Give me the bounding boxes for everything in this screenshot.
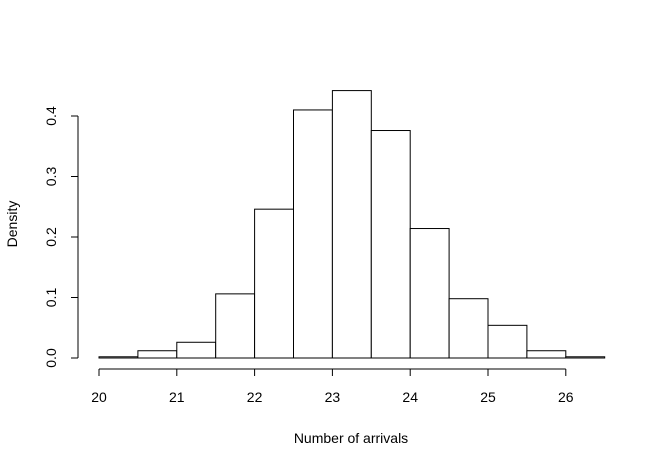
x-tick-label: 22 xyxy=(247,389,263,405)
x-tick-label: 20 xyxy=(91,389,107,405)
histogram-bar xyxy=(176,341,217,359)
x-tick-label: 24 xyxy=(402,389,418,405)
y-tick-label: 0.3 xyxy=(43,167,59,187)
histogram-bar xyxy=(487,324,528,359)
y-tick-label: 0.4 xyxy=(43,106,59,126)
x-axis-title: Number of arrivals xyxy=(294,430,408,446)
y-tick-label: 0.2 xyxy=(43,227,59,247)
x-tick-label: 21 xyxy=(169,389,185,405)
histogram-bar xyxy=(409,228,450,359)
histogram-bar xyxy=(137,350,178,359)
histogram-bar xyxy=(370,130,411,359)
histogram-bar xyxy=(331,90,372,359)
y-axis-title: Density xyxy=(4,201,20,248)
y-tick-label: 0.0 xyxy=(43,348,59,368)
histogram-bar xyxy=(254,208,295,359)
x-tick-label: 25 xyxy=(480,389,496,405)
x-axis: 20 21 22 23 24 25 26 xyxy=(91,368,574,405)
y-tick-label: 0.1 xyxy=(43,288,59,308)
x-tick-label: 23 xyxy=(325,389,341,405)
histogram-bar xyxy=(448,298,489,359)
x-tick-label: 26 xyxy=(558,389,574,405)
histogram-bar xyxy=(215,293,256,359)
histogram-bar xyxy=(526,350,567,359)
y-axis: 0.0 0.1 0.2 0.3 0.4 xyxy=(43,106,79,368)
histogram-bar xyxy=(98,356,139,359)
histogram-bar xyxy=(293,109,333,359)
histogram-bar xyxy=(565,356,606,359)
histogram-bars xyxy=(98,90,606,359)
